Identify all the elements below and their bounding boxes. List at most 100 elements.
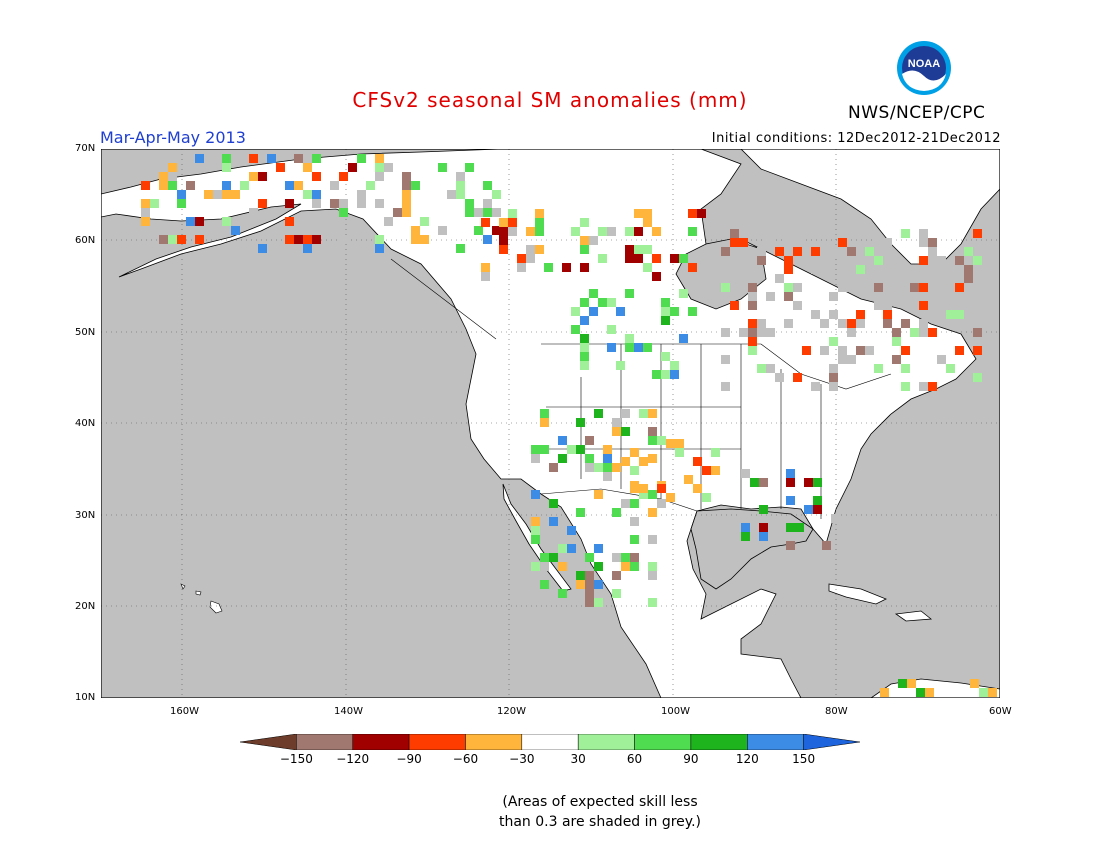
- anomaly-cell: [621, 499, 630, 508]
- cuba-land: [828, 583, 887, 605]
- anomaly-cell: [919, 328, 928, 337]
- anomaly-cell: [847, 355, 856, 364]
- anomaly-cell: [757, 319, 766, 328]
- anomaly-cell: [456, 172, 465, 181]
- anomaly-cell: [177, 190, 186, 199]
- anomaly-cell: [786, 523, 795, 532]
- anomaly-cell: [474, 208, 483, 217]
- hispaniola-land: [894, 610, 933, 622]
- anomaly-cell: [580, 316, 589, 325]
- anomaly-cell: [594, 562, 603, 571]
- anomaly-cell: [711, 466, 720, 475]
- anomaly-cell: [786, 541, 795, 550]
- legend-bin: [240, 734, 297, 750]
- anomaly-cell: [630, 466, 639, 475]
- anomaly-cell: [589, 236, 598, 245]
- anomaly-cell: [693, 484, 702, 493]
- anomaly-cell: [549, 499, 558, 508]
- anomaly-cell: [526, 254, 535, 263]
- legend-bin: [747, 734, 804, 750]
- anomaly-cell: [648, 409, 657, 418]
- anomaly-cell: [186, 163, 195, 172]
- anomaly-cell: [634, 343, 643, 352]
- anomaly-cell: [625, 254, 634, 263]
- anomaly-cell: [258, 199, 267, 208]
- anomaly-cell: [558, 454, 567, 463]
- anomaly-cell: [531, 454, 540, 463]
- anomaly-cell: [684, 475, 693, 484]
- anomaly-cell: [402, 199, 411, 208]
- anomaly-cell: [838, 346, 847, 355]
- anomaly-cell: [159, 172, 168, 181]
- anomaly-cell: [465, 163, 474, 172]
- anomaly-cell: [775, 247, 784, 256]
- anomaly-cell: [757, 364, 766, 373]
- anomaly-cell: [312, 154, 321, 163]
- anomaly-cell: [411, 235, 420, 244]
- anomaly-cell: [549, 553, 558, 562]
- initial-conditions: Initial conditions: 12Dec2012-21Dec2012: [711, 131, 1001, 146]
- anomaly-cell: [838, 355, 847, 364]
- anomaly-cell: [168, 163, 177, 172]
- legend-bin: [634, 734, 692, 750]
- anomaly-cell: [784, 229, 793, 238]
- anomaly-cell: [580, 361, 589, 370]
- anomaly-cell: [603, 454, 612, 463]
- anomaly-cell: [856, 319, 865, 328]
- anomaly-cell: [901, 382, 910, 391]
- anomaly-cell: [661, 370, 670, 379]
- anomaly-cell: [231, 190, 240, 199]
- anomaly-cell: [648, 535, 657, 544]
- anomaly-cell: [567, 445, 576, 454]
- anomaly-cell: [820, 229, 829, 238]
- anomaly-cell: [549, 517, 558, 526]
- anomaly-cell: [813, 478, 822, 487]
- anomaly-cell: [150, 199, 159, 208]
- anomaly-cell: [607, 227, 616, 236]
- anomaly-cell: [675, 448, 684, 457]
- anomaly-cell: [402, 190, 411, 199]
- anomaly-cell: [739, 328, 748, 337]
- anomaly-cell: [811, 265, 820, 274]
- lon-label: 120W: [497, 706, 526, 717]
- anomaly-cell: [721, 283, 730, 292]
- anomaly-cell: [339, 235, 348, 244]
- anomaly-cell: [829, 364, 838, 373]
- anomaly-cell: [249, 154, 258, 163]
- lon-label: 100W: [661, 706, 690, 717]
- anomaly-cell: [499, 245, 508, 254]
- anomaly-cell: [585, 436, 594, 445]
- anomaly-cell: [630, 517, 639, 526]
- anomaly-cell: [748, 301, 757, 310]
- anomaly-cell: [558, 526, 567, 535]
- anomaly-cell: [492, 208, 501, 217]
- anomaly-cell: [303, 235, 312, 244]
- anomaly-cell: [339, 172, 348, 181]
- anomaly-cell: [856, 346, 865, 355]
- anomaly-cell: [856, 310, 865, 319]
- legend-tick-label: −150: [279, 752, 313, 766]
- anomaly-cell: [312, 190, 321, 199]
- anomaly-cell: [285, 235, 294, 244]
- anomaly-cell: [811, 310, 820, 319]
- anomaly-cell: [402, 181, 411, 190]
- anomaly-cell: [928, 247, 937, 256]
- anomaly-cell: [571, 307, 580, 316]
- anomaly-cell: [892, 337, 901, 346]
- anomaly-cell: [829, 247, 838, 256]
- anomaly-cell: [549, 463, 558, 472]
- anomaly-cell: [973, 364, 982, 373]
- anomaly-cell: [540, 409, 549, 418]
- anomaly-cell: [937, 355, 946, 364]
- anomaly-cell: [766, 328, 775, 337]
- anomaly-cell: [580, 334, 589, 343]
- anomaly-cell: [222, 181, 231, 190]
- anomaly-cell: [177, 235, 186, 244]
- anomaly-cell: [612, 463, 621, 472]
- legend-bin: [408, 734, 466, 750]
- anomaly-cell: [249, 208, 258, 217]
- anomaly-cell: [784, 319, 793, 328]
- anomaly-cell: [793, 238, 802, 247]
- lon-label: 60W: [989, 706, 1012, 717]
- anomaly-cell: [465, 199, 474, 208]
